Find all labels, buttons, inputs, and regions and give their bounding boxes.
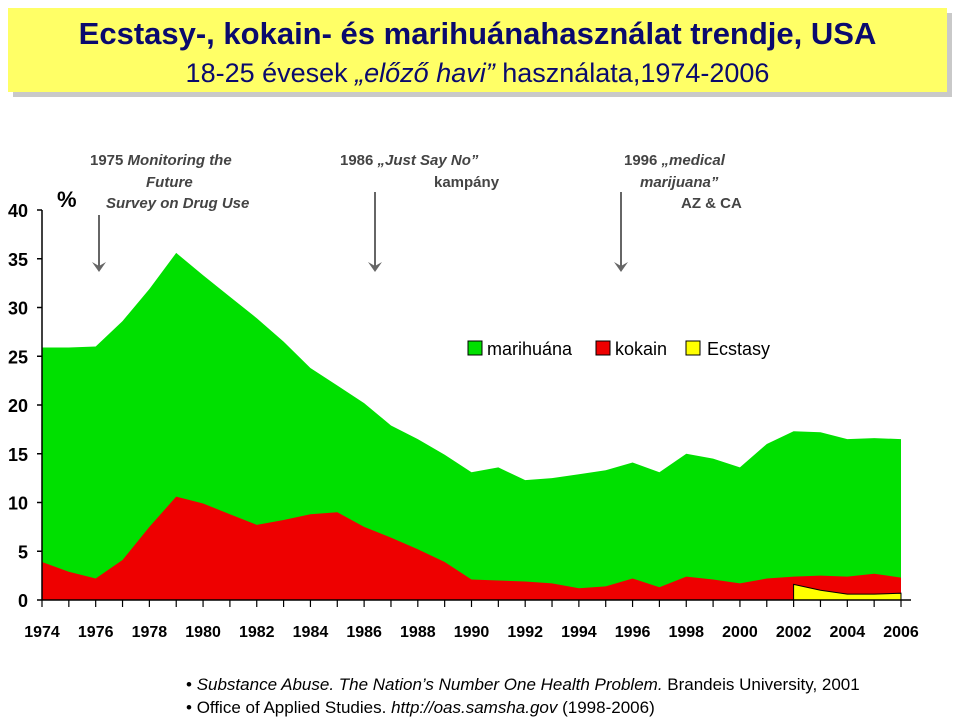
y-tick-label-5: 25: [8, 347, 28, 367]
y-tick-label-2: 10: [8, 494, 28, 514]
x-tick-label-10: 1994: [561, 624, 597, 641]
y-tick-label-7: 35: [8, 250, 28, 270]
annotation-2-line-2: AZ & CA: [681, 195, 742, 212]
annotation-0-line-2: Survey on Drug Use: [106, 195, 249, 212]
x-tick-label-15: 2004: [830, 624, 866, 641]
series-area-2: [793, 583, 902, 601]
annotation-year: 1975: [90, 152, 128, 169]
annotation-text: „Just Say No”: [377, 152, 479, 169]
x-tick-label-7: 1988: [400, 624, 436, 641]
x-tick-label-1: 1976: [78, 624, 114, 641]
chart-title: Ecstasy-, kokain- és marihuánahasználat …: [78, 16, 877, 51]
x-tick-label-5: 1984: [293, 624, 329, 641]
source-2: • Office of Applied Studies. http://oas.…: [186, 698, 655, 717]
source-2-normal2: (1998-2006): [557, 698, 655, 717]
subtitle-post: használata,1974-2006: [494, 58, 770, 88]
y-tick-label-6: 30: [8, 299, 28, 319]
annotation-text: „medical: [661, 152, 726, 169]
legend-swatch-0: [467, 340, 483, 356]
title-box: Ecstasy-, kokain- és marihuánahasználat …: [8, 8, 947, 92]
annotation-1-line-1: kampány: [434, 174, 500, 191]
series-area-1: [42, 496, 901, 600]
x-tick-label-9: 1992: [507, 624, 543, 641]
source-1-italic: Substance Abuse. The Nation’s Number One…: [196, 675, 663, 694]
annotation-0-line-0: 1975 Monitoring the: [90, 152, 232, 169]
x-tick-label-6: 1986: [346, 624, 382, 641]
y-tick-label-3: 15: [8, 445, 28, 465]
annotation-year: 1996: [624, 152, 662, 169]
source-1-normal: Brandeis University, 2001: [662, 675, 860, 694]
x-tick-label-4: 1982: [239, 624, 275, 641]
x-tick-label-13: 2000: [722, 624, 758, 641]
annotation-0-line-1: Future: [146, 174, 193, 191]
series-area-0: [42, 252, 901, 600]
annotation-arrow-head-1: [368, 262, 382, 272]
annotation-1-line-0: 1986 „Just Say No”: [340, 152, 479, 169]
source-1: • Substance Abuse. The Nation’s Number O…: [186, 675, 860, 694]
x-tick-label-0: 1974: [24, 624, 60, 641]
annotation-2-line-0: 1996 „medical: [624, 152, 726, 169]
legend-label-1: kokain: [615, 339, 667, 359]
annotation-arrow-head-2: [614, 262, 628, 272]
subtitle-emphasis: „előző havi”: [355, 58, 495, 88]
x-tick-label-16: 2006: [883, 624, 919, 641]
x-tick-label-2: 1978: [132, 624, 168, 641]
y-tick-label-1: 5: [18, 542, 28, 562]
subtitle-pre: 18-25 évesek: [185, 58, 356, 88]
sources: • Substance Abuse. The Nation’s Number O…: [186, 675, 860, 721]
chart-subtitle: 18-25 évesek „előző havi” használata,197…: [8, 58, 947, 89]
y-tick-label-4: 20: [8, 396, 28, 416]
legend-swatch-2: [685, 340, 701, 356]
x-tick-label-8: 1990: [454, 624, 490, 641]
y-tick-label-0: 0: [18, 591, 28, 611]
legend-label-0: marihuána: [487, 339, 573, 359]
annotation-text: Monitoring the: [128, 152, 232, 169]
legend-swatch-1: [595, 340, 611, 356]
annotation-2-line-1: marijuana”: [640, 174, 719, 191]
x-tick-label-14: 2002: [776, 624, 812, 641]
y-tick-label-8: 40: [8, 201, 28, 221]
source-2-normal: Office of Applied Studies.: [196, 698, 392, 717]
y-axis-label: %: [57, 187, 77, 212]
legend-label-2: Ecstasy: [707, 339, 770, 359]
annotation-arrow-head-0: [92, 262, 106, 272]
x-tick-label-11: 1996: [615, 624, 651, 641]
x-tick-label-12: 1998: [668, 624, 704, 641]
x-tick-label-3: 1980: [185, 624, 221, 641]
annotation-year: 1986: [340, 152, 378, 169]
source-2-italic: http://oas.samsha.gov: [391, 698, 558, 717]
